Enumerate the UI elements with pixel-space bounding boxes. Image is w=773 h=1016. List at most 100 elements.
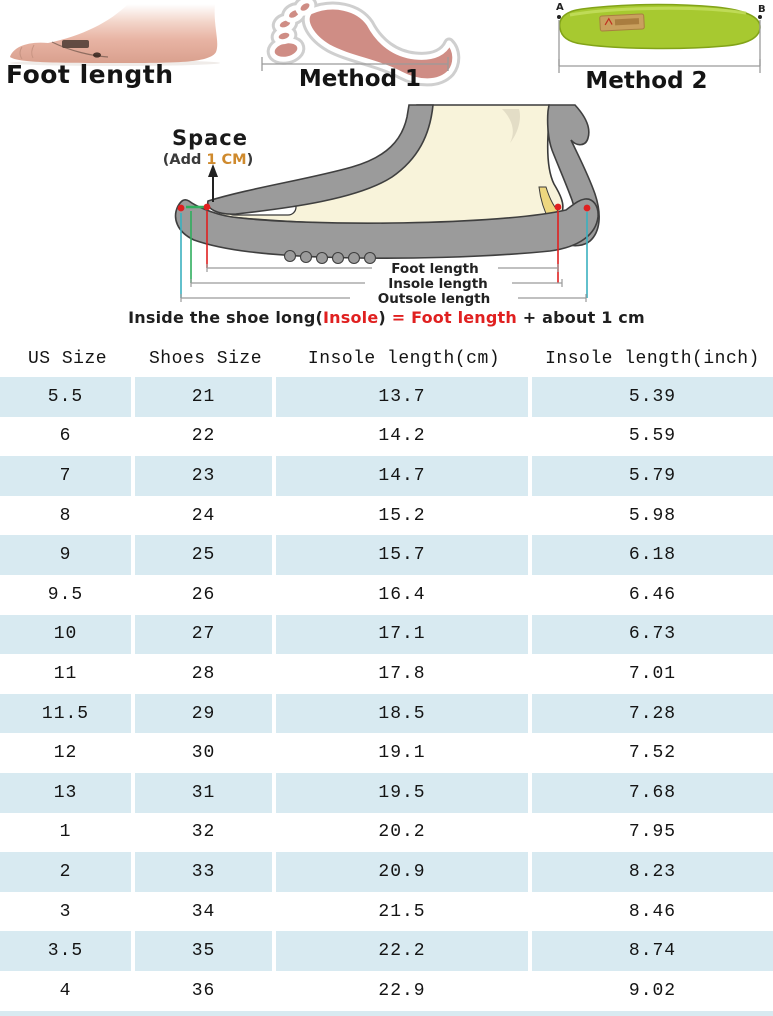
insole-sticker bbox=[599, 13, 645, 32]
table-row: 12 30 19.1 7.52 bbox=[0, 733, 773, 773]
table-cell: 16.4 bbox=[276, 574, 532, 615]
table-row-partial bbox=[0, 1010, 773, 1016]
table-cell: 15.2 bbox=[276, 495, 532, 536]
table-cell: 28 bbox=[135, 654, 276, 694]
table-cell: 30 bbox=[135, 733, 276, 773]
table-cell: 31 bbox=[135, 772, 276, 813]
table-cell: 7.01 bbox=[628, 663, 677, 684]
table-cell: 34 bbox=[135, 891, 276, 932]
figure-method1: Method 1 bbox=[255, 0, 465, 95]
caption-foot-length: Foot length bbox=[405, 308, 523, 327]
shoe-outsole bbox=[174, 198, 599, 259]
table-cell: 17.1 bbox=[276, 614, 532, 655]
caption-equals: = bbox=[391, 308, 406, 327]
table-cell: 19.1 bbox=[276, 733, 532, 773]
tape-label-mark bbox=[62, 40, 89, 48]
table-cell: 21.5 bbox=[276, 891, 532, 932]
foot-photo-illustration bbox=[10, 4, 220, 66]
table-cell: 5.79 bbox=[628, 465, 677, 486]
table-cell: 6 bbox=[0, 416, 135, 457]
table-row: 11.5 29 18.5 7.28 bbox=[0, 693, 773, 734]
table-cell: 22.2 bbox=[276, 931, 532, 971]
shoe-diagram-illustration: Space (Add 1 CM) bbox=[163, 104, 600, 307]
table-row: 10 27 17.1 6.73 bbox=[0, 614, 773, 655]
table-cell: 8.46 bbox=[628, 901, 677, 922]
table-cell: 22.9 bbox=[276, 970, 532, 1011]
table-cell: 1 bbox=[0, 812, 135, 853]
table-cell: 4 bbox=[0, 970, 135, 1011]
method1-measure-line bbox=[261, 57, 449, 71]
table-cell: 26 bbox=[135, 574, 276, 615]
table-cell: 29 bbox=[135, 693, 276, 734]
shoe-upper bbox=[207, 104, 434, 215]
table-cell: 7.52 bbox=[628, 743, 677, 764]
table-cell: 13 bbox=[0, 772, 135, 813]
footprint-illustration bbox=[261, 0, 461, 87]
table-cell: 9.02 bbox=[628, 980, 677, 1001]
table-cell: 5.59 bbox=[628, 426, 677, 447]
table-cell: 5.98 bbox=[628, 505, 677, 526]
table-cell: 9 bbox=[0, 535, 135, 575]
header-shoes-size: Shoes Size bbox=[148, 348, 263, 369]
caption-part: + about 1 cm bbox=[522, 308, 645, 327]
method2-measure-line bbox=[558, 20, 761, 73]
outsole-tread bbox=[283, 249, 377, 265]
measure-rules bbox=[180, 264, 587, 302]
table-cell: 8 bbox=[0, 495, 135, 536]
table-cell: 15.7 bbox=[276, 535, 532, 575]
table-row: 9.5 26 16.4 6.46 bbox=[0, 574, 773, 615]
header-us-size: US Size bbox=[27, 348, 108, 369]
table-cell: 19.5 bbox=[276, 772, 532, 813]
table-cell: 23 bbox=[135, 456, 276, 496]
table-row: 3.5 35 22.2 8.74 bbox=[0, 931, 773, 971]
table-cell: 32 bbox=[135, 812, 276, 853]
table-cell: 25 bbox=[135, 535, 276, 575]
table-cell: 33 bbox=[135, 852, 276, 892]
table-cell: 6.46 bbox=[628, 584, 677, 605]
up-arrow-icon bbox=[208, 164, 218, 177]
table-cell: 11.5 bbox=[0, 693, 135, 734]
foot-length-label: Foot length bbox=[6, 60, 174, 89]
table-row: 5.5 21 13.7 5.39 bbox=[0, 377, 773, 417]
table-cell: 6.18 bbox=[628, 545, 677, 566]
space-note: (Add 1 CM) bbox=[163, 152, 254, 168]
table-cell: 7 bbox=[0, 456, 135, 496]
caption-part: ) bbox=[378, 308, 392, 327]
table-cell: 14.2 bbox=[276, 416, 532, 457]
formula-caption: Inside the shoe long(Insole) = Foot leng… bbox=[0, 308, 773, 327]
foot-length-measure-label: Foot length bbox=[391, 261, 479, 277]
table-cell: 11 bbox=[0, 654, 135, 694]
header-insole-cm: Insole length(cm) bbox=[307, 348, 501, 369]
table-cell: 10 bbox=[0, 614, 135, 655]
table-cell: 6.73 bbox=[628, 624, 677, 645]
footprint-pads bbox=[269, 0, 458, 84]
table-cell: 27 bbox=[135, 614, 276, 655]
shoe-measurement-diagram: Space (Add 1 CM) bbox=[150, 95, 620, 310]
table-cell: 20.2 bbox=[276, 812, 532, 853]
table-cell: 2 bbox=[0, 852, 135, 892]
table-cell: 5.39 bbox=[628, 386, 677, 407]
table-cell: 7.28 bbox=[628, 703, 677, 724]
header-insole-inch: Insole length(inch) bbox=[545, 348, 760, 369]
table-row: 1 32 20.2 7.95 bbox=[0, 812, 773, 853]
insole-length-measure-label: Insole length bbox=[388, 276, 488, 292]
table-cell: 22 bbox=[135, 416, 276, 457]
table-cell: 8.74 bbox=[628, 941, 677, 962]
caption-insole: Insole bbox=[323, 308, 379, 327]
table-body: 5.5 21 13.7 5.39 6 22 14.2 5.59 7 23 14.7 5.79 8 24 15… bbox=[0, 377, 773, 1011]
table-cell: 14.7 bbox=[276, 456, 532, 496]
space-label: Space bbox=[172, 126, 248, 150]
insole-illustration: A B bbox=[556, 2, 766, 73]
table-row: 13 31 19.5 7.68 bbox=[0, 772, 773, 813]
table-cell: 21 bbox=[135, 377, 276, 417]
table-cell: 13.7 bbox=[276, 377, 532, 417]
table-row: 11 28 17.8 7.01 bbox=[0, 654, 773, 694]
table-cell: 20.9 bbox=[276, 852, 532, 892]
table-cell: 8.23 bbox=[628, 861, 677, 882]
figure-method2: A B Method 2 bbox=[520, 0, 773, 95]
table-cell: 24 bbox=[135, 495, 276, 536]
figure-foot-photo: Foot length bbox=[0, 0, 240, 95]
outsole-length-measure-label: Outsole length bbox=[378, 291, 490, 307]
table-cell: 3.5 bbox=[0, 931, 135, 971]
